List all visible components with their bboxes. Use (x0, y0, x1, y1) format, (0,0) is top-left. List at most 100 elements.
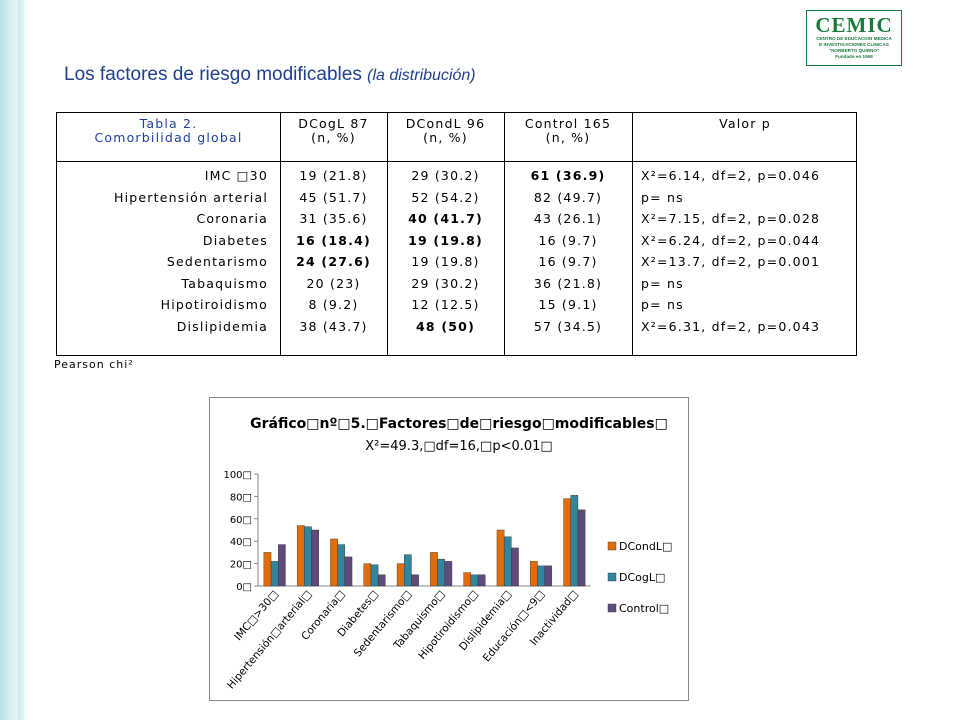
logo-line-4: Fundado en 1958 (835, 54, 873, 59)
bar-sedentarismo-2 (411, 574, 419, 587)
table-header-label: (n, %) (311, 130, 356, 145)
count-cell: 52 (54.2) (411, 189, 480, 205)
bar-imc-0 (263, 552, 272, 587)
count-cell: 19 (19.8) (411, 254, 480, 269)
y-tick-label: 80□ (230, 492, 252, 503)
table-header-label: Valor p (719, 116, 771, 131)
count-cell: 38 (43.7) (299, 318, 368, 334)
count-cell: 16 (18.4) (296, 232, 371, 248)
bar-dislipidemia-0 (496, 529, 505, 587)
row-label: IMC □30 (204, 168, 268, 183)
page-title: Los factores de riesgo modificables (la … (64, 64, 476, 86)
table-header-label: Control 165 (524, 116, 612, 131)
y-tick-label: 60□ (230, 515, 252, 526)
bar-inactividad-0 (563, 498, 571, 587)
table-header-col3: Control 165 (n, %) (504, 117, 632, 145)
table-header-label: (n, %) (545, 130, 591, 145)
bar-tabaquismo-0 (430, 552, 438, 587)
count-cell: 15 (9.1) (538, 297, 598, 312)
p-value-cell: p= ns (641, 189, 684, 205)
count-cell: 16 (9.7) (538, 232, 598, 248)
table-header-col2: DCondL 96 (n, %) (387, 117, 504, 145)
logo-title: CEMIC (815, 13, 893, 37)
bar-sedentarismo-0 (396, 563, 405, 587)
bar-hipotiroidismo-1 (470, 574, 479, 587)
logo-line-3: "NORBERTO QUIRNO" (828, 48, 880, 53)
chart-svg: Gráfico□nº□5.□Factores□de□riesgo□modific… (223, 416, 672, 691)
category-label: Hipotiroidismo□ (416, 588, 480, 662)
legend-swatch (607, 603, 617, 613)
count-cell: 31 (35.6) (299, 211, 368, 226)
risk-factor-chart: Gráfico□nº□5.□Factores□de□riesgo□modific… (209, 397, 689, 701)
bar-hipertensinarterial-1 (304, 526, 312, 587)
p-value-cell: X²=7.15, df=2, p=0.028 (641, 211, 821, 226)
p-value-cell: p= ns (641, 297, 684, 312)
count-cell: 45 (51.7) (299, 189, 368, 205)
count-cell: 43 (26.1) (533, 211, 603, 226)
cemic-logo: CEMIC CENTRO DE EDUCACION MEDICA E INVES… (806, 10, 902, 66)
row-label: Diabetes (202, 232, 268, 248)
table-header-label: DCondL 96 (405, 116, 486, 131)
bar-inactividad-2 (577, 509, 586, 587)
page-title-sub: (la distribución) (367, 67, 476, 84)
bar-inactividad-1 (570, 495, 579, 587)
table-header-col4: Valor p (632, 117, 858, 131)
count-cell: 20 (23) (306, 275, 361, 291)
p-value-cell: X²=6.24, df=2, p=0.044 (641, 232, 821, 248)
legend-swatch (607, 541, 617, 551)
count-cell: 29 (30.2) (411, 168, 480, 183)
comorbidity-table: Tabla 2. Comorbilidad global DCogL 87 (n… (56, 112, 857, 356)
y-tick-label: 20□ (230, 560, 252, 571)
bar-dislipidemia-1 (503, 536, 512, 587)
bar-educacin-2 (544, 565, 553, 587)
bar-diabetes-0 (363, 563, 372, 587)
bar-tabaquismo-2 (444, 561, 453, 587)
table-header-label: Comorbilidad global (94, 130, 243, 145)
bar-hipertensinarterial-0 (296, 525, 305, 587)
count-cell: 57 (34.5) (533, 318, 603, 334)
bar-imc-1 (270, 561, 279, 587)
count-cell: 29 (30.2) (411, 275, 480, 291)
count-cell: 19 (21.8) (299, 168, 368, 183)
bar-hipertensinarterial-2 (311, 529, 319, 587)
table-col-divider (280, 113, 281, 355)
table-header-col0: Tabla 2. Comorbilidad global (57, 117, 280, 145)
category-label: Educación□<9□ (481, 588, 548, 664)
bar-coronaria-2 (344, 556, 353, 587)
logo-line-1: CENTRO DE EDUCACION MEDICA (816, 36, 892, 41)
count-cell: 82 (49.7) (533, 189, 603, 205)
table-col-divider (387, 113, 388, 355)
bar-educacin-1 (537, 565, 545, 587)
bar-coronaria-0 (330, 538, 338, 587)
row-label: Hipertensión arterial (113, 189, 268, 205)
p-value-cell: X²=6.14, df=2, p=0.046 (641, 168, 821, 183)
table-header-col1: DCogL 87 (n, %) (280, 117, 387, 145)
bar-sedentarismo-1 (404, 554, 412, 587)
count-cell: 8 (9.2) (308, 297, 359, 312)
table-col-divider (632, 113, 633, 355)
count-cell: 48 (50) (416, 318, 475, 334)
legend-label: DCogL□ (619, 571, 665, 584)
y-tick-label: 100□ (223, 470, 252, 481)
bar-tabaquismo-1 (437, 558, 445, 587)
count-cell: 24 (27.6) (296, 254, 371, 269)
count-cell: 16 (9.7) (538, 254, 598, 269)
legend-swatch (607, 572, 617, 582)
category-label: Sedentarismo□ (352, 588, 414, 659)
p-value-cell: X²=13.7, df=2, p=0.001 (641, 254, 821, 269)
count-cell: 61 (36.9) (530, 168, 606, 183)
bar-diabetes-2 (377, 574, 386, 587)
y-tick-label: 0□ (236, 582, 252, 593)
p-value-cell: X²=6.31, df=2, p=0.043 (641, 318, 821, 334)
row-label: Dislipidemia (176, 318, 268, 334)
row-label: Coronaria (196, 211, 268, 226)
row-label: Hipotiroidismo (160, 297, 268, 312)
table-header-divider (57, 161, 856, 162)
decorative-side-bar (0, 0, 30, 720)
row-label: Sedentarismo (166, 254, 268, 269)
bar-hipotiroidismo-0 (463, 572, 472, 587)
bar-coronaria-1 (337, 544, 346, 587)
table-col-divider (504, 113, 505, 355)
y-tick-label: 40□ (230, 537, 252, 548)
table-header-label: DCogL 87 (298, 116, 369, 131)
